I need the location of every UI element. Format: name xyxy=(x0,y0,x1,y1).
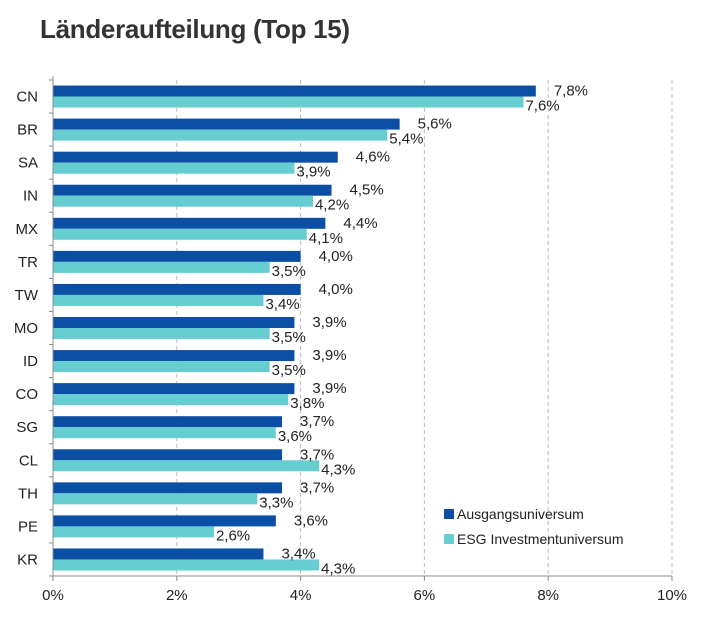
category-label: IN xyxy=(23,188,38,205)
bar-pe-ausgangsuniversum xyxy=(53,515,276,527)
bar-cn-ausgangsuniversum xyxy=(53,85,536,97)
bar-id-ausgangsuniversum xyxy=(53,350,295,362)
x-tick-label: 6% xyxy=(414,587,436,604)
x-tick-label: 8% xyxy=(537,587,559,604)
category-label: CO xyxy=(16,386,39,403)
category-label: TW xyxy=(15,287,39,304)
bar-co-ausgangsuniversum xyxy=(53,383,295,395)
data-label: 3,4% xyxy=(281,545,315,562)
x-tick-label: 0% xyxy=(42,587,64,604)
category-label: ID xyxy=(23,353,38,370)
legend-swatch xyxy=(444,509,454,519)
data-label: 3,7% xyxy=(300,479,334,496)
data-label: 4,0% xyxy=(319,281,353,298)
data-label: 4,5% xyxy=(350,182,384,199)
category-label: CN xyxy=(16,89,38,106)
data-label: 4,6% xyxy=(356,149,390,166)
category-label: SA xyxy=(18,155,38,172)
bar-co-esg xyxy=(53,394,289,406)
bar-kr-esg xyxy=(53,559,320,571)
category-label: TR xyxy=(18,254,38,271)
data-labels: 7,8%7,6% 5,6%5,4%4,6% 3,9% 4,5%4,2%4,4%4,1%… xyxy=(216,83,588,578)
category-label: KR xyxy=(17,551,38,568)
category-label: MO xyxy=(14,320,38,337)
bar-tr-ausgangsuniversum xyxy=(53,250,301,262)
data-label: 3,3% xyxy=(259,494,293,511)
category-label: SG xyxy=(16,419,38,436)
data-label: 3,5% xyxy=(272,329,306,346)
bar-cl-esg xyxy=(53,460,320,472)
data-label: 5,6% xyxy=(418,116,452,133)
legend-label: Ausgangsuniversum xyxy=(457,506,584,522)
data-label: 4,1% xyxy=(309,230,343,247)
x-tick-label: 10% xyxy=(657,587,687,604)
data-label: 4,4% xyxy=(343,215,377,232)
data-label: 5,4% xyxy=(389,131,423,148)
bar-sg-ausgangsuniversum xyxy=(53,416,283,428)
category-label: CL xyxy=(19,452,38,469)
bar-sa-esg xyxy=(53,162,295,174)
category-label: BR xyxy=(17,122,38,139)
bar-id-esg xyxy=(53,361,270,373)
x-tick-label: 2% xyxy=(166,587,188,604)
category-label: PE xyxy=(18,518,38,535)
bar-tr-esg xyxy=(53,261,270,273)
chart-title: Länderaufteilung (Top 15) xyxy=(40,14,350,44)
data-label: 3,6% xyxy=(278,428,312,445)
legend-swatch xyxy=(444,534,454,544)
bar-tw-esg xyxy=(53,294,264,306)
bar-th-esg xyxy=(53,493,258,505)
data-label: 3,4% xyxy=(265,296,299,313)
bar-mx-ausgangsuniversum xyxy=(53,217,326,229)
bars xyxy=(53,85,536,571)
data-label: 3,9% xyxy=(312,380,346,397)
bar-cl-ausgangsuniversum xyxy=(53,449,283,461)
bar-br-ausgangsuniversum xyxy=(53,118,400,130)
data-label: 3,9% xyxy=(296,164,330,181)
data-label: 4,3% xyxy=(321,560,355,577)
data-label: 4,0% xyxy=(319,248,353,265)
legend: Ausgangsuniversum ESG Investmentuniversum xyxy=(444,506,624,547)
data-label: 3,9% xyxy=(312,347,346,364)
bar-kr-ausgangsuniversum xyxy=(53,548,264,560)
data-label: 3,7% xyxy=(300,413,334,430)
bar-pe-esg xyxy=(53,526,214,538)
data-label: 3,9% xyxy=(312,314,346,331)
bar-in-esg xyxy=(53,195,313,207)
data-label: 2,6% xyxy=(216,527,250,544)
data-label: 3,8% xyxy=(290,395,324,412)
data-label: 3,7% xyxy=(300,446,334,463)
data-label: 7,6% xyxy=(525,98,559,115)
bar-th-ausgangsuniversum xyxy=(53,482,283,494)
x-tick-label: 4% xyxy=(290,587,312,604)
bar-mx-esg xyxy=(53,228,307,240)
data-label: 3,5% xyxy=(272,263,306,280)
bar-mo-ausgangsuniversum xyxy=(53,317,295,328)
axes: CN BR SA IN MX TR TW MO ID CO SG CL TH PE KR 0% 2% 4% 6% 8%… xyxy=(14,76,687,604)
data-label: 3,5% xyxy=(272,362,306,379)
bar-sg-esg xyxy=(53,427,276,439)
data-label: 4,2% xyxy=(315,197,349,214)
bar-br-esg xyxy=(53,129,388,141)
legend-label: ESG Investmentuniversum xyxy=(457,531,624,547)
data-label: 3,6% xyxy=(294,512,328,529)
category-label: TH xyxy=(18,485,38,502)
bar-in-ausgangsuniversum xyxy=(53,184,332,196)
data-label: 4,3% xyxy=(321,461,355,478)
bar-mo-esg xyxy=(53,328,270,339)
bar-sa-ausgangsuniversum xyxy=(53,151,338,163)
data-label: 7,8% xyxy=(554,83,588,100)
bar-tw-ausgangsuniversum xyxy=(53,283,301,295)
category-label: MX xyxy=(16,221,39,238)
bar-cn-esg xyxy=(53,96,524,108)
